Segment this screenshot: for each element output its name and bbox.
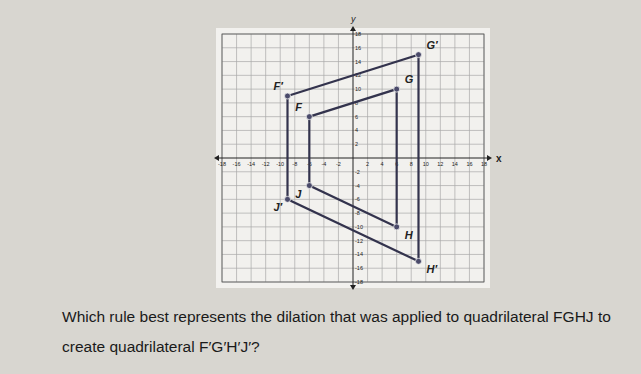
- vertex-label: G′: [427, 39, 440, 51]
- tick-label: -18: [355, 279, 363, 285]
- vertex: [285, 93, 291, 99]
- tick-label: -10: [276, 161, 284, 167]
- vertex-label: H: [405, 229, 414, 241]
- tick-label: 2: [366, 161, 369, 167]
- tick-label: -10: [355, 224, 363, 230]
- tick-label: 6: [355, 114, 358, 120]
- vertex-labels: F G H J F′ G′ H′ J′: [274, 39, 440, 276]
- tick-label: 10: [355, 86, 361, 92]
- tick-label: -8: [355, 210, 360, 216]
- tick-label: -2: [336, 161, 341, 167]
- tick-label: 2: [355, 141, 358, 147]
- tick-label: -4: [321, 161, 326, 167]
- tick-label: 14: [452, 161, 458, 167]
- tick-label: 18: [355, 31, 361, 37]
- shapes: [285, 52, 422, 265]
- y-axis: [353, 28, 354, 288]
- vertex: [416, 258, 422, 264]
- vertex-label: G: [405, 73, 414, 85]
- vertex: [394, 86, 400, 92]
- vertex: [394, 224, 400, 230]
- tick-label: 12: [437, 161, 443, 167]
- tick-label: 18: [481, 161, 487, 167]
- tick-label: 16: [355, 45, 361, 51]
- tick-label: 10: [423, 161, 429, 167]
- quadrilateral: [288, 55, 419, 262]
- vertex: [416, 52, 422, 58]
- tick-label: -2: [355, 169, 360, 175]
- tick-label: -6: [355, 196, 360, 202]
- tick-label: -14: [355, 251, 363, 257]
- chart: -18 -16 -14 -12 -10 -8 -6 -4 -2 2 4 6 8 10 12 14 16 18 -18…: [0, 0, 641, 300]
- tick-label: -18: [218, 161, 226, 167]
- vertex-label: J: [295, 188, 302, 200]
- axis-label: y: [350, 14, 356, 24]
- tick-label: 14: [355, 59, 361, 65]
- vertex-label: J′: [274, 201, 284, 213]
- question: Which rule best represents the dilation …: [62, 302, 637, 362]
- tick-label: 4: [381, 161, 384, 167]
- plot-background: [216, 28, 490, 288]
- vertex-label: H′: [427, 263, 439, 275]
- tick-label: -4: [355, 183, 360, 189]
- vertex: [306, 183, 312, 189]
- vertex: [285, 196, 291, 202]
- tick-label: 8: [410, 161, 413, 167]
- tick-label: -16: [233, 161, 241, 167]
- axis-arrow: [214, 155, 492, 161]
- tick-label: -14: [247, 161, 255, 167]
- tick-label: 4: [355, 127, 358, 133]
- tick-label: -16: [355, 265, 363, 271]
- axis-label: x: [496, 153, 502, 164]
- tick-label: -8: [292, 161, 297, 167]
- vertex: [306, 114, 312, 120]
- tick-label: -12: [355, 238, 363, 244]
- vertex-label: F′: [274, 80, 285, 92]
- tick-label: -12: [262, 161, 270, 167]
- tick-label: 16: [466, 161, 472, 167]
- quadrilateral: [309, 89, 396, 227]
- vertex-label: F: [295, 101, 302, 113]
- axis-arrow: [350, 26, 356, 290]
